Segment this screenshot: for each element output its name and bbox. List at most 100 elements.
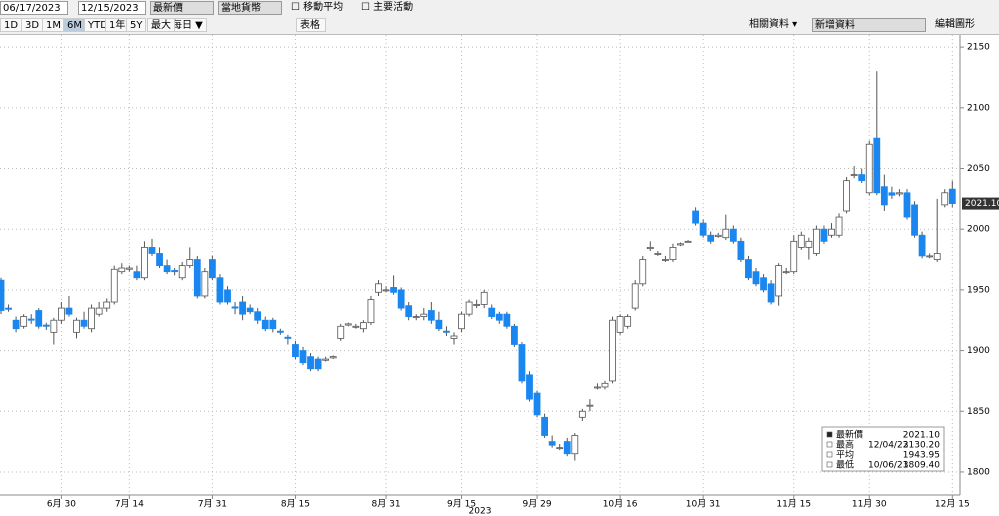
- toolbar-row: 每日 ▼ 表格 相關資料 ▾ 新增資料 編輯圖形 1D 3D 1M 6M YTD 1年 5Y…: [0, 17, 999, 35]
- candle-body: [231, 306, 239, 309]
- candle-body: [631, 283, 639, 309]
- candle-body: [5, 307, 12, 310]
- candle-body: [646, 247, 654, 250]
- candle-body: [775, 265, 783, 297]
- x-tick-label: 6月 30: [47, 499, 76, 510]
- candle-body: [103, 301, 111, 309]
- stats-label: 平均: [836, 449, 854, 461]
- x-axis-label: 2023: [469, 507, 492, 516]
- currency[interactable]: 當地貨幣: [218, 1, 282, 15]
- price-field[interactable]: 最新價: [150, 1, 214, 15]
- candle-body: [412, 316, 420, 318]
- moving-average[interactable]: ☐ 移動平均: [291, 2, 344, 13]
- candle-body: [488, 307, 496, 317]
- candle-body: [594, 386, 601, 389]
- y-tick-label: 1800: [967, 467, 990, 477]
- candle-body: [707, 234, 715, 242]
- candle-body: [835, 216, 843, 236]
- candle-body: [148, 247, 156, 254]
- candle-body: [571, 435, 579, 455]
- stats-value: 1809.40: [903, 461, 940, 471]
- candle-body: [186, 259, 194, 267]
- candle-body: [918, 234, 926, 257]
- candle-body: [586, 404, 594, 407]
- stats-label: 最新價: [836, 429, 863, 441]
- last-price-label: 2021.10: [965, 199, 999, 209]
- x-tick-label: 11月 15: [776, 499, 811, 510]
- candle-body: [699, 222, 707, 236]
- x-tick-label: 7月 14: [115, 499, 144, 510]
- x-tick-label: 10月 16: [603, 499, 638, 510]
- period-button[interactable]: 1M: [42, 18, 65, 32]
- x-tick-label: 8月 31: [372, 499, 401, 510]
- candle-body: [767, 283, 775, 303]
- stats-marker: [826, 431, 833, 438]
- candle-body: [510, 325, 518, 345]
- candle-body: [110, 268, 118, 303]
- candle-body: [752, 271, 760, 285]
- x-tick-label: 9月 15: [447, 499, 476, 510]
- frequency[interactable]: 每日 ▼: [168, 18, 207, 32]
- y-tick-label: 2050: [967, 164, 990, 174]
- candle-body: [677, 243, 684, 246]
- candle-body: [518, 344, 526, 382]
- candle-body: [443, 330, 450, 333]
- stats-value: 1943.95: [903, 451, 940, 461]
- toolbar: 06/17/2023 12/15/2023 最新價 當地貨幣 ☐ 移動平均 ☐ …: [0, 0, 999, 18]
- candle-body: [322, 358, 330, 361]
- candle-body: [88, 307, 95, 330]
- period-button[interactable]: 3D: [21, 18, 44, 32]
- candle-body: [684, 240, 692, 243]
- candle-body: [654, 253, 662, 255]
- related-data[interactable]: 相關資料 ▾: [749, 19, 798, 30]
- x-tick-label: 10月 31: [686, 499, 721, 510]
- candle-body: [239, 301, 247, 315]
- candle-body: [254, 311, 262, 321]
- period-button[interactable]: 最大: [147, 18, 175, 32]
- candle-body: [465, 301, 473, 315]
- candle-body: [941, 192, 949, 206]
- period-button[interactable]: 1D: [0, 18, 23, 32]
- candle-body: [344, 323, 352, 326]
- candle-body: [246, 307, 254, 313]
- edit-chart[interactable]: 編輯圖形: [935, 19, 975, 30]
- x-tick-label: 11月 30: [852, 499, 887, 510]
- stats-value: 2021.10: [903, 431, 940, 441]
- candle-body: [503, 313, 511, 327]
- candle-body: [480, 291, 488, 305]
- x-tick-label: 8月 15: [281, 499, 310, 510]
- moving-average-label: 移動平均: [303, 2, 344, 13]
- period-button[interactable]: 5Y: [126, 18, 147, 32]
- add-data[interactable]: 新增資料: [812, 18, 926, 32]
- stats-box: [821, 426, 945, 472]
- candle-body: [926, 255, 934, 258]
- candle-body: [760, 277, 767, 291]
- candle-body: [58, 307, 65, 321]
- period-button[interactable]: 6M: [63, 18, 86, 32]
- candle-body: [307, 356, 314, 370]
- candle-body: [737, 240, 745, 260]
- candle-body: [284, 336, 292, 339]
- candle-body: [896, 192, 903, 195]
- candle-body: [208, 259, 216, 279]
- candle-body: [609, 319, 616, 382]
- candle-body: [797, 234, 805, 248]
- main-events[interactable]: ☐ 主要活動: [361, 2, 414, 13]
- table-button[interactable]: 表格: [296, 18, 326, 32]
- chart: 2023 1800 1850 1900 1950 2000 2050 2100 2150 6月 …: [0, 35, 999, 516]
- candle-body: [405, 305, 413, 317]
- candle-body: [873, 137, 881, 194]
- candle-body: [292, 344, 299, 358]
- candle-body: [578, 410, 586, 418]
- candle-body: [495, 313, 503, 321]
- candle-body: [276, 330, 284, 333]
- start-date[interactable]: 06/17/2023: [0, 1, 68, 15]
- y-tick-label: 2150: [967, 43, 990, 53]
- y-tick-label: 2000: [967, 225, 990, 235]
- x-tick-label: 7月 31: [198, 499, 227, 510]
- candle-body: [556, 447, 564, 450]
- candle-body: [662, 259, 669, 261]
- end-date[interactable]: 12/15/2023: [78, 1, 146, 15]
- candle-body: [20, 316, 28, 327]
